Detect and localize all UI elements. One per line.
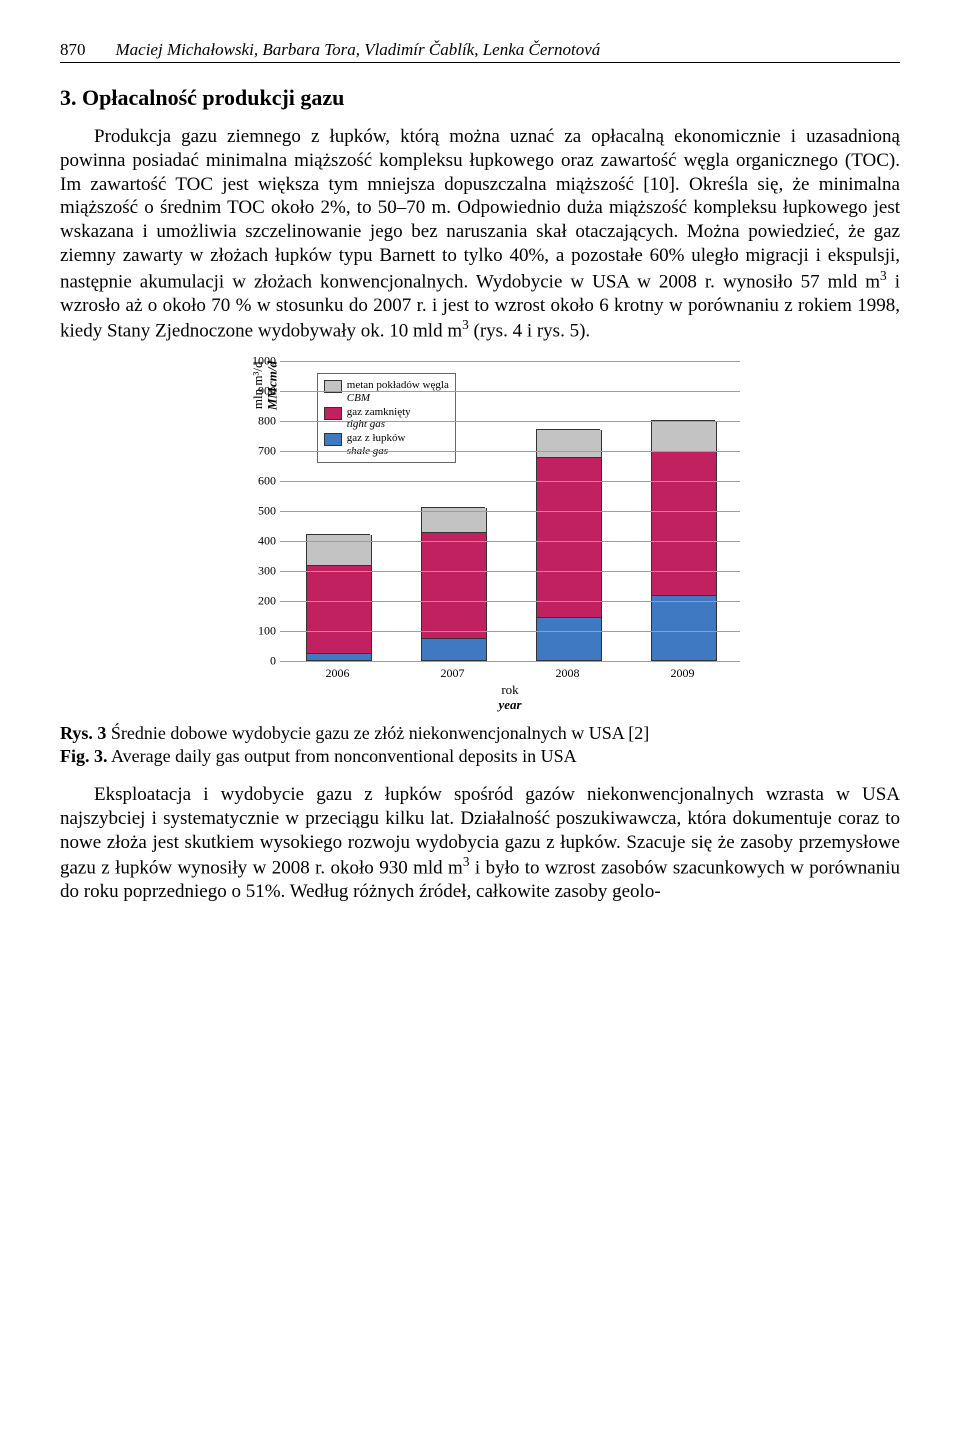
bar-segment-tight bbox=[651, 452, 717, 596]
y-tick-label: 200 bbox=[242, 594, 276, 609]
y-tick-label: 700 bbox=[242, 444, 276, 459]
x-axis-title: rok year bbox=[280, 683, 740, 712]
x-tick-label: 2007 bbox=[441, 666, 465, 681]
stacked-bar bbox=[421, 507, 485, 661]
gridline bbox=[280, 631, 740, 632]
stacked-bar bbox=[306, 534, 370, 661]
bar-segment-cbm bbox=[306, 535, 372, 566]
paragraph-2: Eksploatacja i wydobycie gazu z łupków s… bbox=[60, 783, 900, 904]
stacked-bar bbox=[536, 429, 600, 661]
chart-figure: mln m³/d MMcm/d metan pokładów węglaCBMg… bbox=[220, 361, 740, 712]
bar-segment-cbm bbox=[651, 421, 717, 452]
gridline bbox=[280, 571, 740, 572]
page-number: 870 bbox=[60, 40, 86, 60]
y-tick-label: 900 bbox=[242, 384, 276, 399]
section-title: 3. Opłacalność produkcji gazu bbox=[60, 85, 900, 111]
running-header: 870 Maciej Michałowski, Barbara Tora, Vl… bbox=[60, 40, 900, 63]
y-tick-label: 0 bbox=[242, 654, 276, 669]
y-tick-label: 400 bbox=[242, 534, 276, 549]
legend-item-shale: gaz z łupkówshale gas bbox=[324, 432, 449, 457]
bar-segment-shale bbox=[306, 654, 372, 661]
gridline bbox=[280, 361, 740, 362]
gridline bbox=[280, 511, 740, 512]
legend-label: gaz z łupkówshale gas bbox=[347, 432, 406, 457]
figure-caption: Rys. 3 Średnie dobowe wydobycie gazu ze … bbox=[60, 722, 900, 767]
gridline bbox=[280, 421, 740, 422]
gridline bbox=[280, 601, 740, 602]
gridline bbox=[280, 391, 740, 392]
bar-segment-cbm bbox=[536, 430, 602, 458]
chart-plot-area: metan pokładów węglaCBMgaz zamkniętytigh… bbox=[280, 361, 740, 662]
paragraph-1: Produkcja gazu ziemnego z łupków, którą … bbox=[60, 125, 900, 343]
y-tick-label: 600 bbox=[242, 474, 276, 489]
y-tick-label: 100 bbox=[242, 624, 276, 639]
legend-item-tight: gaz zamkniętytight gas bbox=[324, 406, 449, 431]
legend-label: gaz zamkniętytight gas bbox=[347, 406, 411, 431]
x-tick-label: 2008 bbox=[556, 666, 580, 681]
gridline bbox=[280, 451, 740, 452]
bar-segment-tight bbox=[306, 566, 372, 654]
gridline bbox=[280, 481, 740, 482]
y-tick-label: 1000 bbox=[242, 354, 276, 369]
legend-swatch bbox=[324, 433, 342, 446]
gridline bbox=[280, 661, 740, 662]
chart-legend: metan pokładów węglaCBMgaz zamkniętytigh… bbox=[317, 373, 456, 463]
gridline bbox=[280, 541, 740, 542]
x-axis-ticks: 2006 2007 2008 2009 bbox=[280, 666, 740, 681]
x-tick-label: 2009 bbox=[671, 666, 695, 681]
legend-swatch bbox=[324, 407, 342, 420]
bar-segment-shale bbox=[421, 639, 487, 661]
y-tick-label: 300 bbox=[242, 564, 276, 579]
bar-segment-shale bbox=[536, 618, 602, 661]
y-tick-label: 500 bbox=[242, 504, 276, 519]
authors: Maciej Michałowski, Barbara Tora, Vladim… bbox=[116, 40, 601, 60]
x-tick-label: 2006 bbox=[326, 666, 350, 681]
y-tick-label: 800 bbox=[242, 414, 276, 429]
bar-segment-tight bbox=[536, 458, 602, 618]
bar-segment-shale bbox=[651, 596, 717, 662]
bar-segment-tight bbox=[421, 533, 487, 639]
